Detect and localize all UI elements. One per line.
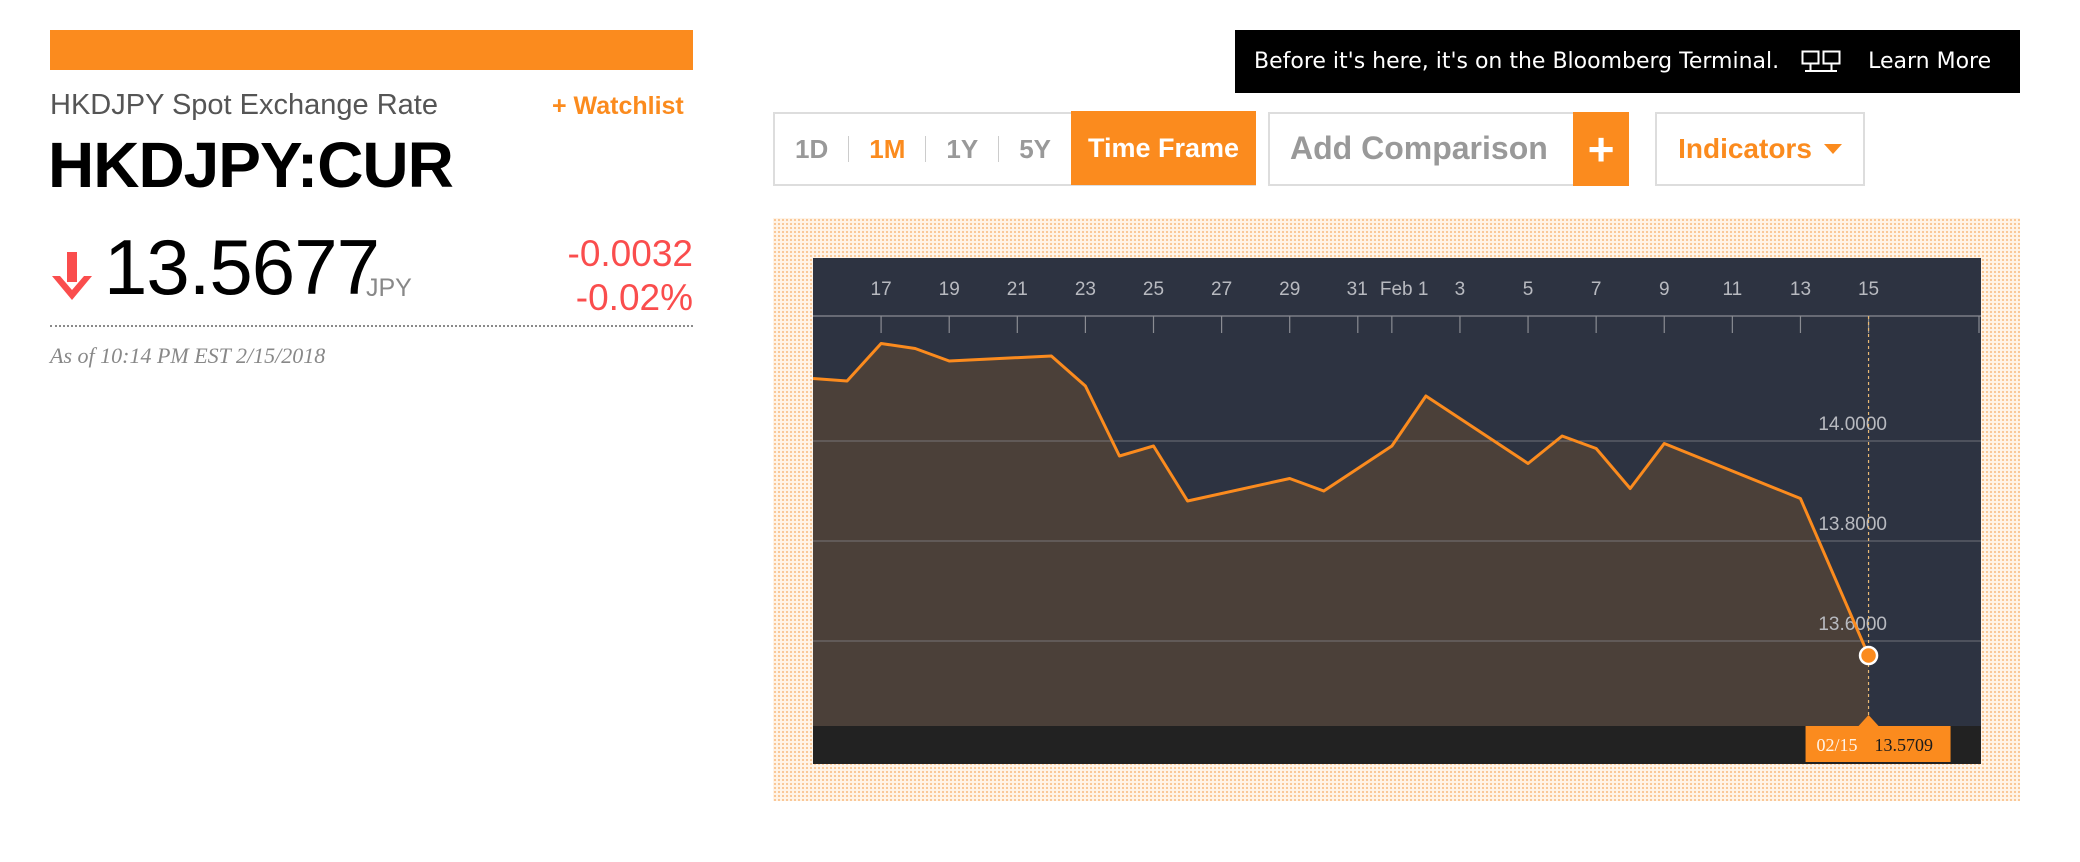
x-tick-label: 5 — [1523, 279, 1534, 300]
ticker-symbol: HKDJPY:CUR — [48, 129, 454, 201]
crosshair-label-box — [1805, 726, 1951, 762]
add-to-watchlist-button[interactable]: + Watchlist — [552, 92, 684, 120]
time-frame-button[interactable]: Time Frame — [1071, 111, 1256, 185]
learn-more-link[interactable]: Learn More — [1868, 49, 1992, 74]
comparison-field — [1268, 112, 1629, 186]
x-tick-label: 9 — [1659, 279, 1670, 300]
chart-footer — [813, 726, 1981, 764]
x-tick-label: 11 — [1722, 279, 1742, 300]
quote-timestamp: As of 10:14 PM EST 2/15/2018 — [50, 343, 326, 368]
price-chart[interactable]: 14.0000 13.8000 13.6000 17 19 21 23 25 27 29 31 Feb… — [813, 258, 1981, 764]
x-tick-label: Feb 1 — [1380, 279, 1429, 300]
add-comparison-button[interactable]: + — [1573, 112, 1629, 186]
y-tick-label: 13.8000 — [1818, 514, 1887, 535]
x-tick-label: 21 — [1007, 279, 1028, 300]
x-tick-label: 25 — [1143, 279, 1164, 300]
x-tick-label: 29 — [1279, 279, 1300, 300]
x-tick-label: 19 — [939, 279, 960, 300]
indicators-label: Indicators — [1678, 133, 1812, 164]
range-1m-button[interactable]: 1M — [849, 136, 927, 162]
y-tick-label: 13.6000 — [1818, 614, 1887, 635]
last-price: 13.5677 — [104, 223, 380, 311]
divider — [50, 325, 693, 327]
x-tick-label: 3 — [1455, 279, 1466, 300]
brand-bar — [50, 30, 693, 70]
price-change: -0.0032 — [567, 233, 694, 274]
ad-text: Before it's here, it's on the Bloomberg … — [1254, 49, 1780, 74]
crosshair-value: 13.5709 — [1875, 735, 1934, 755]
price-currency: JPY — [366, 274, 412, 302]
crosshair-date: 02/15 — [1817, 735, 1858, 755]
range-1d-button[interactable]: 1D — [775, 136, 850, 162]
terminal-monitors-icon — [1801, 50, 1841, 72]
price-down-arrow-icon — [52, 252, 92, 300]
y-tick-label: 14.0000 — [1818, 414, 1887, 435]
instrument-name: HKDJPY Spot Exchange Rate — [50, 89, 438, 121]
x-tick-label: 23 — [1075, 279, 1096, 300]
crosshair-label-pointer — [1858, 715, 1879, 726]
range-5y-button[interactable]: 5Y — [1019, 134, 1051, 164]
x-tick-label: 17 — [871, 279, 892, 300]
indicators-dropdown[interactable]: Indicators — [1655, 112, 1865, 186]
x-tick-label: 15 — [1858, 279, 1879, 300]
x-tick-label: 13 — [1790, 279, 1811, 300]
x-tick-label: 7 — [1591, 279, 1602, 300]
x-tick-label: 27 — [1211, 279, 1232, 300]
series-area — [813, 343, 1869, 726]
price-change-percent: -0.02% — [575, 277, 693, 318]
time-range-selector: 1D 1M 1Y 5Y Time Frame — [773, 111, 1256, 186]
series-line — [813, 342, 1870, 657]
add-comparison-input[interactable] — [1288, 114, 1582, 182]
crosshair-point[interactable] — [1858, 645, 1879, 666]
terminal-ad-banner[interactable]: Before it's here, it's on the Bloomberg … — [1235, 30, 2020, 93]
chevron-down-icon — [1823, 144, 1842, 154]
x-tick-label: 31 — [1347, 279, 1368, 300]
range-1y-button[interactable]: 1Y — [926, 136, 1000, 162]
